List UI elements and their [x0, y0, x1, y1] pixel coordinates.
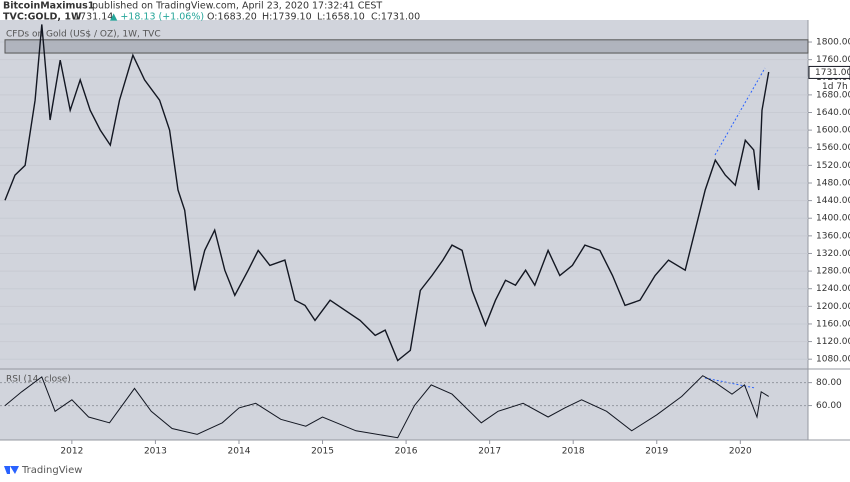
x-tick-label: 2019 — [645, 447, 668, 457]
x-tick-label: 2016 — [395, 447, 418, 457]
y-tick-label: 1520.00 — [816, 161, 850, 171]
x-tick-label: 2014 — [228, 447, 251, 457]
y-tick-label: 1280.00 — [816, 267, 850, 277]
y-tick-label: 1320.00 — [816, 249, 850, 259]
countdown: 1d 7h — [822, 82, 848, 92]
y-tick-label: 1200.00 — [816, 302, 850, 312]
x-tick-label: 2013 — [144, 447, 167, 457]
x-tick-label: 2012 — [60, 447, 83, 457]
y-tick-label: 80.00 — [816, 378, 842, 388]
logo — [4, 466, 19, 474]
y-tick-label: 1120.00 — [816, 337, 850, 347]
y-tick-label: 1800.00 — [816, 38, 850, 48]
price: 1731.14 — [74, 12, 113, 23]
y-tick-label: 1160.00 — [816, 319, 850, 329]
high: H:1739.10 — [262, 12, 312, 23]
y-tick-label: 1760.00 — [816, 55, 850, 65]
price-line — [4, 24, 770, 362]
y-tick-label: 1400.00 — [816, 214, 850, 224]
y-tick-label: 1440.00 — [816, 196, 850, 206]
y-tick-label: 1680.00 — [816, 90, 850, 100]
close: C:1731.00 — [371, 12, 420, 23]
trendline — [714, 67, 766, 156]
y-tick-label: 1480.00 — [816, 178, 850, 188]
low: L:1658.10 — [317, 12, 365, 23]
y-tick-label: 1240.00 — [816, 284, 850, 294]
brand: TradingView — [21, 465, 82, 476]
x-tick-label: 2017 — [478, 447, 501, 457]
y-tick-label: 1560.00 — [816, 143, 850, 153]
chart-title: CFDs on Gold (US$ / OZ), 1W, TVC — [6, 30, 161, 40]
change: ▲ +18.13 (+1.06%) — [110, 12, 204, 23]
x-tick-label: 2018 — [562, 447, 585, 457]
author: BitcoinMaximus1 — [3, 1, 94, 12]
y-tick-label: 60.00 — [816, 401, 842, 411]
x-tick-label: 2020 — [729, 447, 752, 457]
plot-background — [0, 20, 808, 440]
resistance-zone — [4, 39, 809, 54]
axis-background — [808, 20, 850, 440]
last-price-label: 1731.00 — [815, 68, 850, 78]
y-tick-label: 1640.00 — [816, 108, 850, 118]
last-price-box — [808, 65, 850, 79]
y-tick-label: 1080.00 — [816, 355, 850, 365]
x-tick-label: 2015 — [311, 447, 334, 457]
y-tick-label: 1600.00 — [816, 126, 850, 136]
open: O:1683.20 — [207, 12, 257, 23]
published: published on TradingView.com, April 23, … — [92, 1, 382, 12]
y-tick-label: 1360.00 — [816, 231, 850, 241]
symbol: TVC:GOLD, 1W — [3, 12, 82, 23]
price-line — [4, 375, 769, 439]
